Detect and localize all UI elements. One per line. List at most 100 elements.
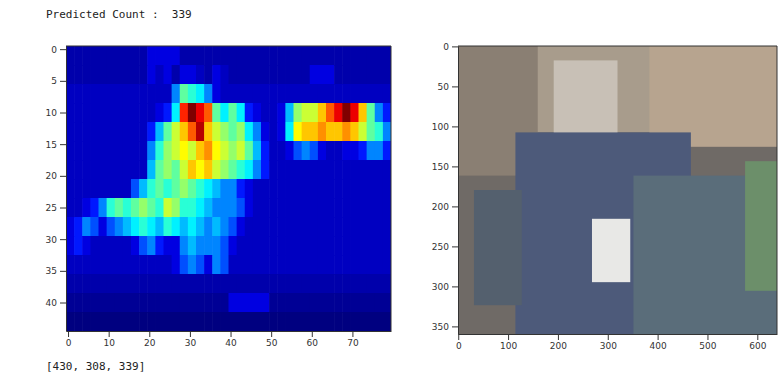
tick-mark — [452, 206, 458, 207]
tick-label: 200 — [550, 341, 567, 351]
heat-cell — [90, 141, 99, 161]
tick: 250 — [432, 242, 458, 252]
heat-cell — [220, 274, 229, 294]
heat-cell — [383, 255, 391, 275]
tick-mark — [508, 334, 509, 340]
heat-cell — [172, 236, 181, 256]
heat-cell — [318, 84, 327, 104]
heat-cell — [253, 198, 262, 218]
heat-cell — [220, 84, 229, 104]
heat-cell — [155, 122, 164, 142]
heat-cell — [74, 217, 83, 237]
heat-cell — [172, 217, 181, 237]
heat-cell — [277, 122, 286, 142]
tick-label: 0 — [443, 42, 449, 52]
tick-label: 50 — [266, 338, 278, 348]
tick-mark — [60, 303, 66, 304]
heat-cell — [269, 179, 278, 199]
heat-cell — [334, 84, 343, 104]
heat-cell — [180, 141, 189, 161]
tick-mark — [60, 144, 66, 145]
heat-cell — [131, 65, 140, 85]
heat-cell — [90, 103, 99, 123]
heat-cell — [196, 65, 205, 85]
heat-cell — [123, 65, 132, 85]
heat-cell — [269, 84, 278, 104]
heat-cell — [204, 46, 213, 66]
tick-mark — [452, 166, 458, 167]
heat-cell — [90, 179, 99, 199]
tick-label: 300 — [600, 341, 617, 351]
heat-cell — [99, 179, 108, 199]
heat-cell — [204, 236, 213, 256]
heat-cell — [334, 179, 343, 199]
heat-cell — [180, 312, 189, 331]
heat-cell — [204, 274, 213, 294]
heat-cell — [180, 236, 189, 256]
tick: 150 — [432, 162, 458, 172]
heat-cell — [350, 236, 359, 256]
heat-cell — [310, 255, 319, 275]
heat-cell — [172, 46, 181, 66]
heat-cell — [285, 84, 294, 104]
heat-cell — [253, 141, 262, 161]
heat-cell — [172, 141, 181, 161]
heat-cell — [196, 312, 205, 331]
heat-cell — [212, 46, 221, 66]
heat-cell — [245, 84, 254, 104]
heat-cell — [229, 293, 238, 313]
tick-mark — [352, 331, 353, 337]
heat-cell — [359, 198, 368, 218]
heat-cell — [237, 312, 246, 331]
heat-cell — [90, 217, 99, 237]
heat-cell — [220, 293, 229, 313]
heat-cell — [318, 46, 327, 66]
heat-cell — [139, 122, 148, 142]
y-axis: 0510152025303540 — [46, 45, 67, 332]
heat-cell — [172, 84, 181, 104]
heat-cell — [269, 312, 278, 331]
heat-cell — [66, 103, 75, 123]
heat-cell — [66, 217, 75, 237]
figure: 0102030405060700510152025303540010020030… — [0, 0, 780, 382]
heat-cell — [90, 255, 99, 275]
heat-cell — [350, 274, 359, 294]
heat-cell — [131, 293, 140, 313]
heat-cell — [334, 236, 343, 256]
heat-cell — [245, 217, 254, 237]
heat-cell — [310, 274, 319, 294]
heat-cell — [99, 312, 108, 331]
tick: 400 — [650, 334, 667, 351]
heat-cell — [237, 217, 246, 237]
heat-cell — [367, 103, 376, 123]
tick: 50 — [266, 331, 278, 348]
heat-cell — [367, 122, 376, 142]
heat-cell — [261, 103, 270, 123]
heat-cell — [123, 46, 132, 66]
heat-cell — [302, 46, 311, 66]
heat-cell — [359, 141, 368, 161]
heat-cell — [82, 274, 91, 294]
heat-cell — [318, 65, 327, 85]
tick: 300 — [432, 282, 458, 292]
heat-cell — [196, 160, 205, 180]
heat-cell — [90, 312, 99, 331]
heat-cell — [294, 255, 303, 275]
heat-cell — [66, 312, 75, 331]
heat-cell — [350, 46, 359, 66]
heat-cell — [99, 141, 108, 161]
tick: 350 — [432, 322, 458, 332]
tick-mark — [558, 334, 559, 340]
heat-cell — [220, 141, 229, 161]
heat-cell — [261, 274, 270, 294]
heat-cell — [375, 103, 384, 123]
heat-cell — [318, 236, 327, 256]
heat-cell — [261, 179, 270, 199]
heat-cell — [82, 236, 91, 256]
heat-cell — [310, 103, 319, 123]
heat-cell — [66, 198, 75, 218]
heat-cell — [285, 46, 294, 66]
heat-cell — [326, 274, 335, 294]
heat-cell — [172, 255, 181, 275]
heat-cell — [245, 293, 254, 313]
